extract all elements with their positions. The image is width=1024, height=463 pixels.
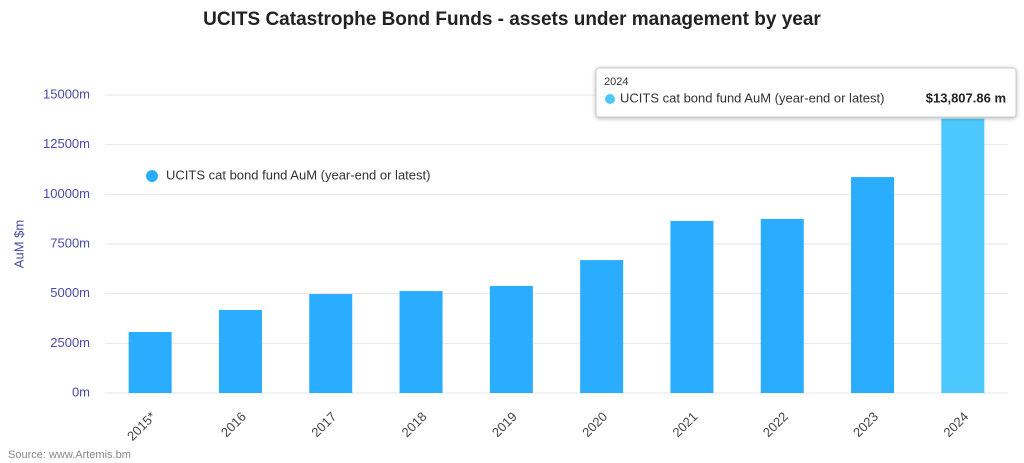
y-axis-label: AuM $m <box>11 220 26 268</box>
source: Source: www.Artemis.bm <box>8 449 131 461</box>
tooltip-value: $13,807.86 m <box>926 90 1006 105</box>
x-tick-label: 2017 <box>308 409 339 440</box>
y-tick-label: 12500m <box>43 136 90 151</box>
x-tick-label: 2015* <box>124 409 159 444</box>
bar <box>399 291 443 393</box>
x-tick-label: 2024 <box>940 409 971 440</box>
y-tick-label: 10000m <box>43 186 90 201</box>
legend: UCITS cat bond fund AuM (year-end or lat… <box>146 167 430 182</box>
legend-label: UCITS cat bond fund AuM (year-end or lat… <box>166 167 430 182</box>
chart-title: UCITS Catastrophe Bond Funds - assets un… <box>203 9 821 30</box>
bar <box>218 309 262 393</box>
y-tick-label: 0m <box>72 384 90 399</box>
bar <box>760 218 804 393</box>
x-tick-label: 2023 <box>850 409 881 440</box>
legend-marker <box>146 170 158 182</box>
tooltip-box <box>595 67 1017 118</box>
y-tick-label: 5000m <box>50 285 90 300</box>
x-tick-label: 2022 <box>760 409 791 440</box>
bar <box>580 260 624 393</box>
x-tick-label: 2019 <box>489 409 520 440</box>
bar <box>128 332 172 393</box>
tooltip: 2024 UCITS cat bond fund AuM (year-end or… <box>595 67 1017 118</box>
y-tick-label: 2500m <box>50 335 90 350</box>
x-tick-label: 2016 <box>218 409 249 440</box>
bar <box>851 177 895 393</box>
x-tick-label: 2021 <box>669 409 700 440</box>
x-tick-label: 2020 <box>579 409 610 440</box>
y-tick-label: 7500m <box>50 235 90 250</box>
bar <box>309 294 353 393</box>
x-tick-label: 2018 <box>399 409 430 440</box>
tooltip-series: UCITS cat bond fund AuM (year-end or lat… <box>620 90 884 105</box>
bar <box>670 220 714 393</box>
tooltip-title: 2024 <box>604 76 628 88</box>
y-tick-label: 15000m <box>43 86 90 101</box>
bar <box>941 118 985 394</box>
tooltip-marker <box>605 94 615 104</box>
bar <box>489 285 533 393</box>
